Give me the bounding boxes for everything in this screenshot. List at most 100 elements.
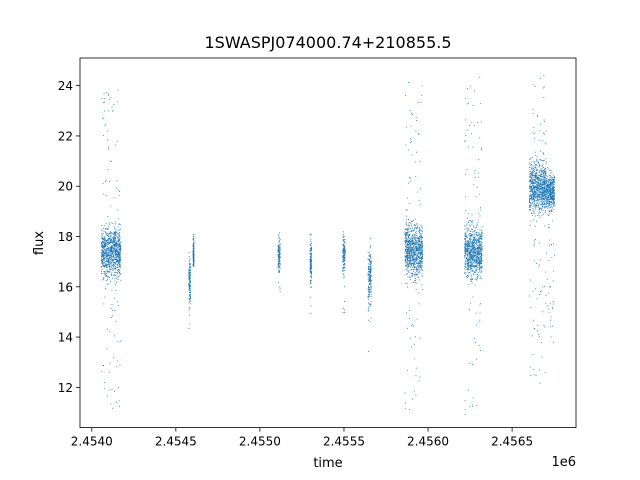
data-point bbox=[278, 269, 280, 271]
data-point bbox=[550, 190, 552, 192]
data-point bbox=[465, 247, 466, 249]
data-point bbox=[477, 219, 479, 221]
data-point bbox=[467, 244, 469, 246]
data-point bbox=[479, 260, 480, 261]
data-point bbox=[110, 235, 112, 237]
data-point bbox=[547, 185, 549, 187]
data-point bbox=[465, 276, 467, 277]
data-point bbox=[537, 191, 539, 193]
data-point bbox=[467, 240, 469, 242]
data-point bbox=[544, 187, 545, 189]
data-point bbox=[469, 251, 471, 252]
data-point bbox=[107, 248, 109, 250]
data-point bbox=[472, 256, 474, 258]
data-point bbox=[471, 262, 473, 264]
data-point bbox=[414, 243, 416, 245]
data-point bbox=[343, 273, 345, 275]
data-point bbox=[549, 185, 551, 186]
data-point bbox=[543, 200, 545, 202]
data-point bbox=[415, 394, 417, 396]
data-point bbox=[115, 243, 117, 245]
data-point bbox=[189, 300, 191, 302]
data-point bbox=[412, 234, 414, 236]
data-point bbox=[413, 251, 415, 253]
data-point bbox=[103, 388, 105, 390]
data-point bbox=[544, 206, 546, 208]
data-point bbox=[119, 248, 121, 249]
data-point bbox=[548, 197, 550, 199]
data-point bbox=[110, 246, 111, 248]
data-point bbox=[464, 140, 466, 142]
data-point bbox=[113, 226, 115, 228]
data-point bbox=[532, 131, 534, 133]
data-point bbox=[119, 405, 121, 407]
data-point bbox=[117, 252, 119, 253]
data-point bbox=[471, 250, 473, 252]
data-point bbox=[118, 262, 120, 264]
data-point bbox=[278, 249, 279, 251]
data-point bbox=[471, 282, 473, 284]
data-point bbox=[468, 245, 470, 247]
data-point bbox=[541, 165, 543, 167]
data-point bbox=[369, 291, 371, 293]
data-point bbox=[535, 205, 537, 206]
data-point bbox=[474, 270, 476, 272]
data-point bbox=[528, 162, 530, 164]
data-point bbox=[481, 253, 482, 255]
data-point bbox=[119, 259, 121, 261]
data-point bbox=[542, 184, 544, 186]
data-point bbox=[278, 240, 280, 242]
data-point bbox=[549, 185, 551, 187]
data-point bbox=[111, 240, 113, 242]
data-point bbox=[367, 259, 369, 260]
data-point bbox=[540, 169, 542, 171]
data-point bbox=[369, 269, 371, 270]
data-point bbox=[420, 248, 422, 250]
data-point bbox=[309, 271, 311, 273]
data-point bbox=[480, 270, 482, 272]
data-point bbox=[538, 215, 540, 217]
data-point bbox=[537, 188, 539, 190]
data-point bbox=[109, 240, 111, 242]
data-point bbox=[406, 250, 408, 252]
data-point bbox=[470, 258, 472, 260]
data-point bbox=[415, 259, 417, 261]
data-point bbox=[475, 262, 477, 264]
data-point bbox=[414, 218, 416, 220]
data-point bbox=[278, 256, 279, 258]
data-point bbox=[418, 230, 420, 232]
data-point bbox=[478, 240, 480, 242]
data-point bbox=[368, 276, 370, 277]
data-point bbox=[414, 268, 416, 270]
data-point bbox=[311, 248, 312, 249]
data-point bbox=[477, 249, 479, 251]
data-point bbox=[416, 250, 418, 252]
data-point bbox=[112, 250, 114, 252]
data-point bbox=[106, 243, 108, 245]
data-point bbox=[109, 259, 111, 260]
data-point bbox=[369, 292, 370, 293]
data-point bbox=[117, 244, 119, 246]
data-point bbox=[102, 234, 103, 236]
data-point bbox=[550, 206, 552, 207]
data-point bbox=[404, 238, 406, 239]
data-point bbox=[107, 250, 109, 252]
data-point bbox=[474, 229, 476, 231]
data-point bbox=[466, 267, 468, 269]
data-point bbox=[408, 232, 410, 234]
data-point bbox=[467, 265, 468, 267]
data-point bbox=[541, 194, 543, 196]
data-point bbox=[537, 204, 539, 206]
data-point bbox=[417, 270, 419, 272]
data-point bbox=[470, 265, 472, 267]
data-point bbox=[113, 247, 115, 249]
data-point bbox=[548, 308, 550, 310]
data-point bbox=[112, 262, 114, 263]
data-point bbox=[311, 256, 313, 258]
data-point bbox=[193, 260, 195, 262]
data-point bbox=[101, 258, 103, 260]
data-point bbox=[419, 244, 421, 245]
data-point bbox=[406, 228, 408, 230]
data-point bbox=[114, 233, 116, 235]
data-point bbox=[408, 256, 410, 258]
